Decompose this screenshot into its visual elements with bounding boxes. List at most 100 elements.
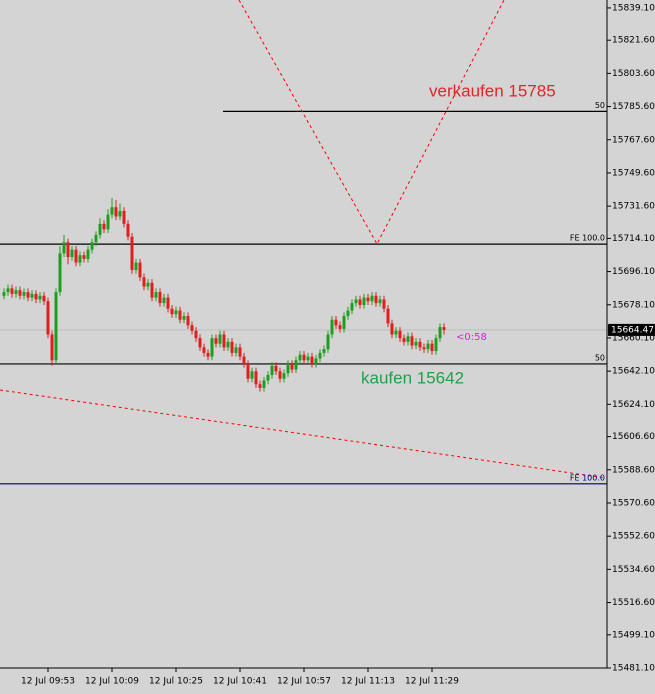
candle-body: [18, 290, 22, 296]
candle-body: [302, 354, 306, 361]
candle-body: [326, 334, 330, 350]
candle-body: [270, 365, 274, 376]
candle-body: [38, 295, 42, 300]
y-tick-label: 15731.60: [612, 202, 655, 212]
candle-body: [114, 207, 118, 217]
candle-body: [66, 242, 70, 258]
candle-body: [102, 223, 106, 230]
candle-body: [198, 338, 202, 348]
candle-body: [262, 380, 266, 388]
candle-body: [74, 249, 78, 263]
candle-body: [206, 352, 210, 357]
candle-body: [142, 277, 146, 287]
candle-body: [282, 373, 286, 379]
trend-line: [238, 0, 505, 245]
level-label: 50: [595, 101, 605, 110]
candle-body: [162, 297, 166, 304]
candle-body: [190, 325, 194, 331]
candle-body: [62, 242, 66, 254]
candle-body: [10, 288, 14, 294]
candle-body: [182, 316, 186, 320]
buy-annotation: kaufen 15642: [361, 368, 464, 387]
candle-body: [186, 316, 190, 326]
y-tick-label: 15839.10: [612, 3, 655, 13]
candle-body: [294, 360, 298, 370]
price-tag: [608, 323, 655, 336]
candle-body: [402, 338, 406, 342]
level-label: FE 100.0: [570, 234, 605, 243]
candle-body: [118, 210, 122, 217]
candle-body: [318, 352, 322, 359]
y-tick-label: 15570.60: [612, 498, 655, 508]
candle-body: [266, 375, 270, 381]
y-tick-label: 15516.60: [612, 598, 655, 608]
x-tick-label: 12 Jul 11:13: [341, 677, 395, 687]
candle-body: [354, 299, 358, 304]
plot-area: [0, 0, 607, 485]
y-tick-label: 15606.60: [612, 432, 655, 442]
candle-body: [386, 308, 390, 324]
candle-body: [350, 303, 354, 311]
candle-body: [226, 341, 230, 348]
candle-body: [122, 210, 126, 224]
candle-body: [334, 319, 338, 326]
candle-body: [390, 323, 394, 335]
candle-body: [362, 297, 366, 305]
candle-body: [258, 384, 262, 388]
candle-body: [126, 223, 130, 237]
candle-body: [310, 356, 314, 364]
level-label: 50: [595, 353, 605, 362]
candle-body: [218, 334, 222, 344]
candle-body: [382, 299, 386, 309]
x-tick-label: 12 Jul 10:09: [85, 677, 139, 687]
candle-body: [418, 341, 422, 348]
candle-body: [14, 290, 18, 294]
candle-body: [254, 371, 258, 385]
candle-body: [238, 347, 242, 357]
y-tick-label: 15642.10: [612, 367, 655, 377]
candle-body: [274, 365, 278, 372]
candle-body: [138, 262, 142, 278]
candle-body: [426, 343, 430, 350]
candle-body: [438, 327, 442, 339]
candle-body: [86, 249, 90, 259]
candle-body: [410, 336, 414, 346]
candle-body: [242, 356, 246, 364]
y-tick-label: 15785.60: [612, 102, 655, 112]
candle-body: [34, 293, 38, 300]
candle-body: [154, 292, 158, 298]
candle-body: [150, 282, 154, 298]
candle-body: [146, 282, 150, 287]
candle-body: [246, 363, 250, 379]
candle-body: [314, 358, 318, 364]
y-tick-label: 15660.10: [612, 333, 655, 343]
candle-body: [194, 330, 198, 339]
candle-body: [94, 234, 98, 243]
candle-body: [378, 299, 382, 304]
candle-body: [82, 255, 86, 259]
candle-body: [50, 334, 54, 361]
candle-body: [434, 338, 438, 352]
candle-body: [286, 363, 290, 374]
candle-body: [230, 341, 234, 353]
candle-body: [442, 327, 446, 330]
candle-body: [278, 371, 282, 379]
candle-body: [406, 336, 410, 342]
candle-body: [250, 371, 254, 379]
candle-body: [358, 299, 362, 305]
bar-timer: <0:58: [456, 332, 487, 343]
candle-body: [98, 223, 102, 235]
candle-body: [366, 297, 370, 302]
candle-body: [174, 310, 178, 315]
candle-body: [42, 295, 46, 302]
candle-body: [46, 301, 50, 335]
candle-body: [338, 325, 342, 329]
x-tick-label: 12 Jul 10:57: [277, 677, 331, 687]
y-tick-label: 15534.60: [612, 565, 655, 575]
candle-body: [346, 310, 350, 317]
candle-body: [398, 330, 402, 339]
candle-body: [214, 338, 218, 344]
candle-body: [290, 363, 294, 370]
y-tick-label: 15588.60: [612, 465, 655, 475]
sell-annotation: verkaufen 15785: [429, 81, 556, 100]
